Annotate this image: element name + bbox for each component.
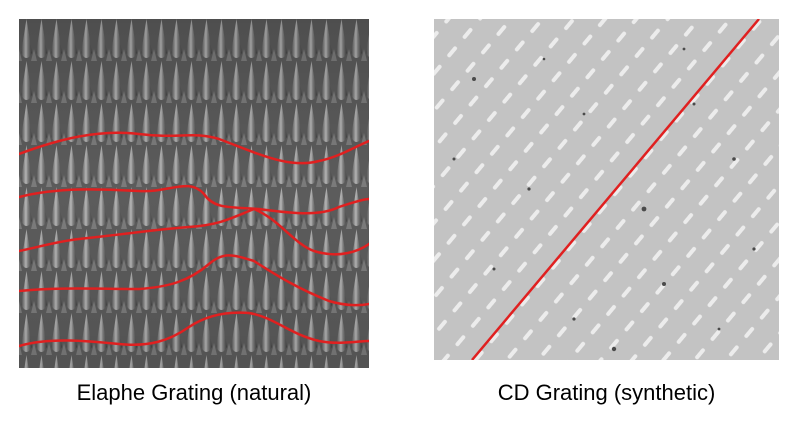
elaphe-micrograph [19,19,369,368]
surface-specks [452,47,756,352]
elaphe-grating-image [19,19,369,368]
caption-cd: CD Grating (synthetic) [497,380,716,405]
red-diagonal-line [471,19,760,360]
caption-elaphe: Elaphe Grating (natural) [76,380,312,405]
cd-surface [434,19,779,360]
traced-curves [19,131,369,348]
cd-grating-image [434,19,779,360]
dash-texture [434,19,779,360]
